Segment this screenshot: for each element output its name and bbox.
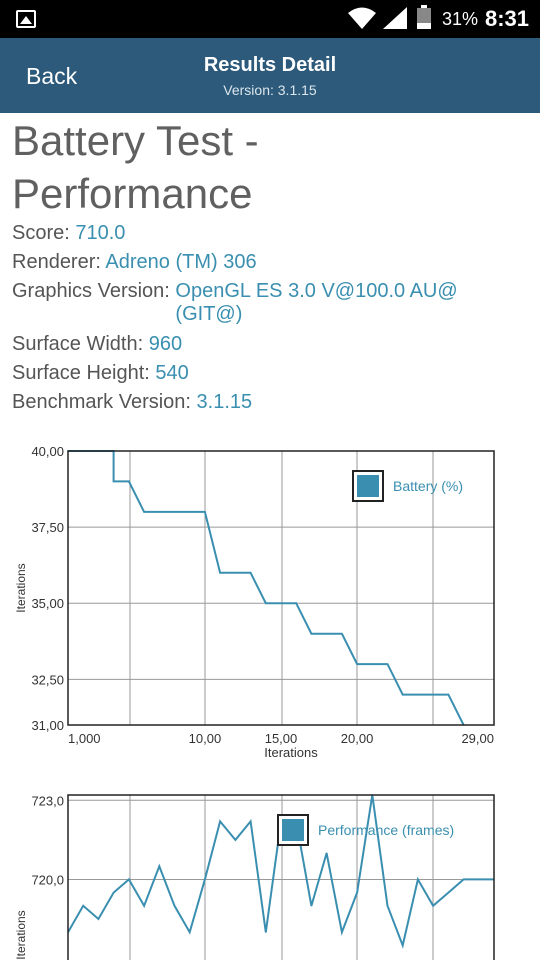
test-title-line1: Battery Test - xyxy=(12,117,259,164)
detail-score: Score: 710.0 xyxy=(12,222,125,245)
data-point xyxy=(310,633,313,635)
clock: 8:31 xyxy=(485,6,530,31)
data-point xyxy=(189,931,191,933)
y-axis-label: Iterations xyxy=(14,910,28,959)
y-tick-label: 720,0 xyxy=(31,872,64,887)
detail-value: 710.0 xyxy=(75,222,126,244)
image-notification-icon xyxy=(16,10,36,28)
y-tick-label: 32,50 xyxy=(31,672,64,687)
x-tick-label: 15,00 xyxy=(265,731,298,746)
detail-value: 960 xyxy=(148,333,183,355)
data-point xyxy=(447,892,449,894)
detail-label: Surface Height: xyxy=(12,362,156,384)
data-point xyxy=(143,905,145,907)
test-title-line2: Performance xyxy=(12,170,253,217)
data-point xyxy=(158,865,160,867)
data-point xyxy=(97,918,100,920)
detail-label: Surface Width: xyxy=(12,333,149,355)
detail-label: Renderer: xyxy=(12,251,106,273)
data-point xyxy=(462,878,465,881)
plot-frame xyxy=(67,450,495,726)
data-point xyxy=(265,602,267,604)
data-point xyxy=(386,905,389,907)
data-point xyxy=(326,852,328,854)
data-point xyxy=(356,892,358,894)
data-point xyxy=(234,839,236,841)
detail-surface-height: Surface Height: 540 xyxy=(12,362,189,385)
data-point xyxy=(295,602,297,604)
x-tick-label: 29,00 xyxy=(461,731,494,746)
detail-label: Graphics Version: xyxy=(12,280,176,302)
data-point xyxy=(402,944,404,947)
x-tick-label: 10,00 xyxy=(189,731,222,746)
data-point xyxy=(402,693,404,696)
y-tick-label: 35,00 xyxy=(31,596,64,611)
data-point xyxy=(310,905,313,907)
data-point xyxy=(82,905,84,907)
detail-renderer: Renderer: Adreno (TM) 306 xyxy=(12,251,257,274)
data-point xyxy=(204,878,206,881)
data-point xyxy=(128,878,130,881)
legend-label: Performance (frames) xyxy=(318,822,454,838)
detail-value: Adreno (TM) 306 xyxy=(105,251,257,273)
data-point xyxy=(341,633,343,635)
data-point xyxy=(249,820,252,822)
detail-value: 540 xyxy=(155,362,189,384)
legend-swatch xyxy=(282,819,304,841)
x-tick-label: 20,00 xyxy=(341,731,374,746)
data-point xyxy=(128,480,130,483)
data-point xyxy=(143,511,145,513)
data-point xyxy=(417,878,419,881)
wifi-icon xyxy=(348,7,376,29)
battery-percent: 31% xyxy=(442,9,479,29)
data-point xyxy=(204,511,206,513)
data-point xyxy=(478,878,480,881)
page-title: Results Detail xyxy=(203,54,337,76)
data-point xyxy=(447,693,449,696)
y-tick-label: 31,00 xyxy=(31,718,64,733)
legend-swatch xyxy=(357,475,379,497)
signal-icon xyxy=(383,7,407,29)
detail-value: 3.1.15 xyxy=(196,391,253,413)
detail-label: Score: xyxy=(12,222,76,244)
data-point xyxy=(113,892,115,894)
plot-frame xyxy=(67,794,495,960)
data-point xyxy=(265,931,267,933)
detail-value: OpenGL ES 3.0 V@100.0 AU@ (GIT@) xyxy=(175,280,458,325)
y-tick-label: 37,50 xyxy=(31,520,64,535)
y-tick-label: 723,0 xyxy=(31,793,64,808)
version-label: Version: 3.1.15 xyxy=(223,82,317,98)
data-point xyxy=(219,820,221,822)
y-axis-label: Iterations xyxy=(14,563,28,612)
battery-icon xyxy=(417,5,431,29)
detail-graphics-version: Graphics Version: OpenGL ES 3.0 V@100.0 … xyxy=(12,280,465,326)
data-point xyxy=(386,663,389,665)
detail-label: Benchmark Version: xyxy=(12,391,197,413)
app-bar: Back Results Detail Version: 3.1.15 xyxy=(0,38,540,113)
status-bar: 31% 8:31 xyxy=(0,0,540,38)
legend-label: Battery (%) xyxy=(393,478,463,494)
data-point xyxy=(113,480,115,483)
data-point xyxy=(432,905,434,907)
y-tick-label: 40,00 xyxy=(31,444,64,459)
performance-chart: 723,0 720,0 Iterations Performance (frames) xyxy=(14,793,495,960)
test-title: Battery Test - Performance xyxy=(12,114,512,220)
data-point xyxy=(219,572,221,574)
detail-benchmark-version: Benchmark Version: 3.1.15 xyxy=(12,391,252,414)
detail-surface-width: Surface Width: 960 xyxy=(12,333,182,356)
battery-chart: 40,00 37,50 35,00 32,50 31,00 1,000 10,00 15,00… xyxy=(14,444,495,760)
back-button[interactable]: Back xyxy=(26,63,78,89)
data-point xyxy=(249,572,252,574)
data-point xyxy=(173,905,176,907)
x-axis-label: Iterations xyxy=(264,745,318,760)
x-tick-label: 1,000 xyxy=(68,731,101,746)
data-point xyxy=(356,663,358,665)
data-point xyxy=(341,931,343,933)
